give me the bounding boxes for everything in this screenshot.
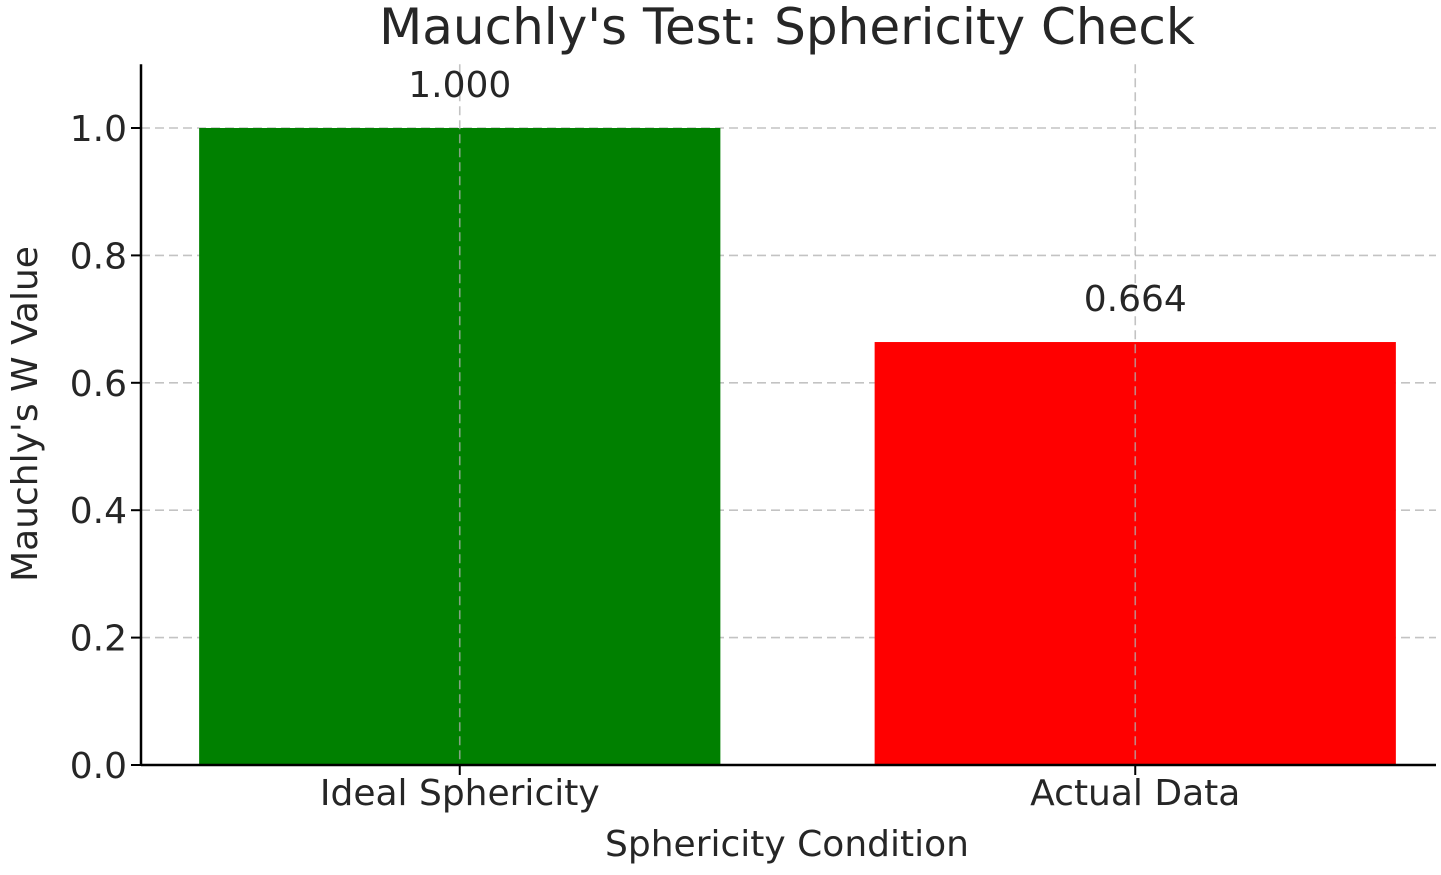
y-axis-label: Mauchly's W Value [5, 246, 46, 582]
chart-title: Mauchly's Test: Sphericity Check [379, 0, 1195, 56]
value-label-2: 0.664 [1084, 279, 1187, 320]
x-tick-label: Actual Data [1030, 773, 1240, 814]
y-tick-label: 0.8 [70, 236, 127, 277]
y-tick-label: 0.0 [70, 746, 127, 787]
y-tick-label: 0.2 [70, 619, 127, 660]
value-label-1: 1.000 [408, 65, 511, 106]
x-axis-ticks: Ideal Sphericity Actual Data [320, 765, 1240, 814]
y-axis-ticks: 0.0 0.2 0.4 0.6 0.8 1.0 [70, 109, 141, 787]
y-tick-label: 0.6 [70, 364, 127, 405]
vertical-grid [458, 64, 1137, 765]
y-tick-label: 0.4 [70, 491, 127, 532]
y-tick-label: 1.0 [70, 109, 127, 150]
x-tick-label: Ideal Sphericity [320, 773, 600, 814]
value-labels: 1.000 0.664 [408, 65, 1187, 320]
bars [199, 128, 1396, 765]
x-axis-label: Sphericity Condition [605, 824, 969, 865]
axes [139, 64, 1436, 767]
